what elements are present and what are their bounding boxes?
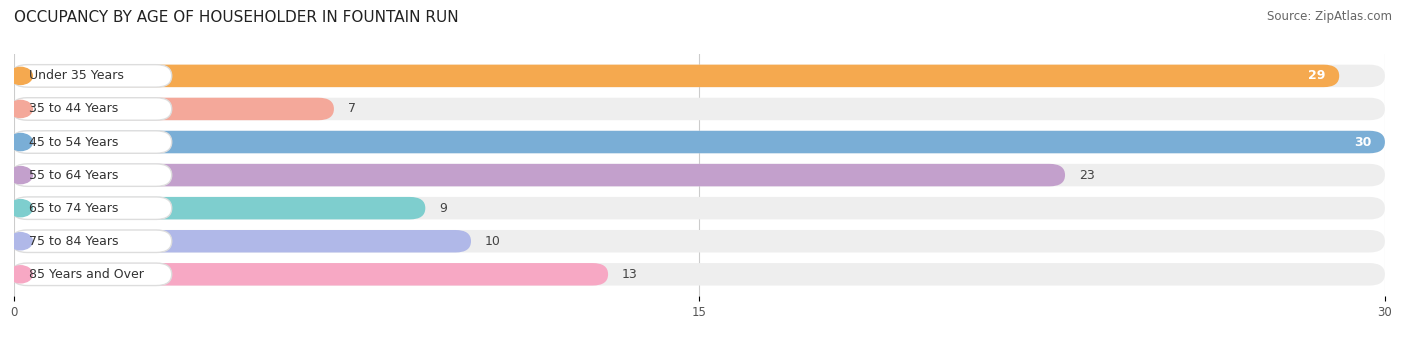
Text: 65 to 74 Years: 65 to 74 Years <box>30 202 118 215</box>
FancyBboxPatch shape <box>14 230 1385 253</box>
FancyBboxPatch shape <box>14 263 609 286</box>
Circle shape <box>8 134 32 151</box>
FancyBboxPatch shape <box>14 197 1385 219</box>
FancyBboxPatch shape <box>11 230 172 253</box>
Text: 9: 9 <box>439 202 447 215</box>
Circle shape <box>8 233 32 250</box>
Text: 55 to 64 Years: 55 to 64 Years <box>30 169 118 182</box>
Text: Under 35 Years: Under 35 Years <box>30 69 124 82</box>
FancyBboxPatch shape <box>14 98 1385 120</box>
Circle shape <box>8 100 32 118</box>
FancyBboxPatch shape <box>14 164 1066 186</box>
Text: 75 to 84 Years: 75 to 84 Years <box>30 235 120 248</box>
Text: 85 Years and Over: 85 Years and Over <box>30 268 145 281</box>
Text: 23: 23 <box>1078 169 1094 182</box>
FancyBboxPatch shape <box>14 164 1385 186</box>
Text: 10: 10 <box>485 235 501 248</box>
Text: 13: 13 <box>621 268 637 281</box>
Text: 7: 7 <box>347 102 356 116</box>
Text: 45 to 54 Years: 45 to 54 Years <box>30 136 118 149</box>
Circle shape <box>8 67 32 84</box>
Text: 35 to 44 Years: 35 to 44 Years <box>30 102 118 116</box>
Text: 29: 29 <box>1308 69 1326 82</box>
FancyBboxPatch shape <box>14 98 335 120</box>
Text: Source: ZipAtlas.com: Source: ZipAtlas.com <box>1267 10 1392 23</box>
Circle shape <box>8 167 32 184</box>
FancyBboxPatch shape <box>14 263 1385 286</box>
Text: OCCUPANCY BY AGE OF HOUSEHOLDER IN FOUNTAIN RUN: OCCUPANCY BY AGE OF HOUSEHOLDER IN FOUNT… <box>14 10 458 25</box>
FancyBboxPatch shape <box>14 65 1340 87</box>
FancyBboxPatch shape <box>14 131 1385 153</box>
FancyBboxPatch shape <box>14 197 426 219</box>
Circle shape <box>8 200 32 217</box>
FancyBboxPatch shape <box>11 98 172 120</box>
FancyBboxPatch shape <box>11 131 172 153</box>
FancyBboxPatch shape <box>14 230 471 253</box>
FancyBboxPatch shape <box>11 197 172 219</box>
FancyBboxPatch shape <box>11 65 172 87</box>
Text: 30: 30 <box>1354 136 1371 149</box>
FancyBboxPatch shape <box>11 263 172 286</box>
FancyBboxPatch shape <box>14 131 1385 153</box>
Circle shape <box>8 266 32 283</box>
FancyBboxPatch shape <box>14 65 1385 87</box>
FancyBboxPatch shape <box>11 164 172 186</box>
